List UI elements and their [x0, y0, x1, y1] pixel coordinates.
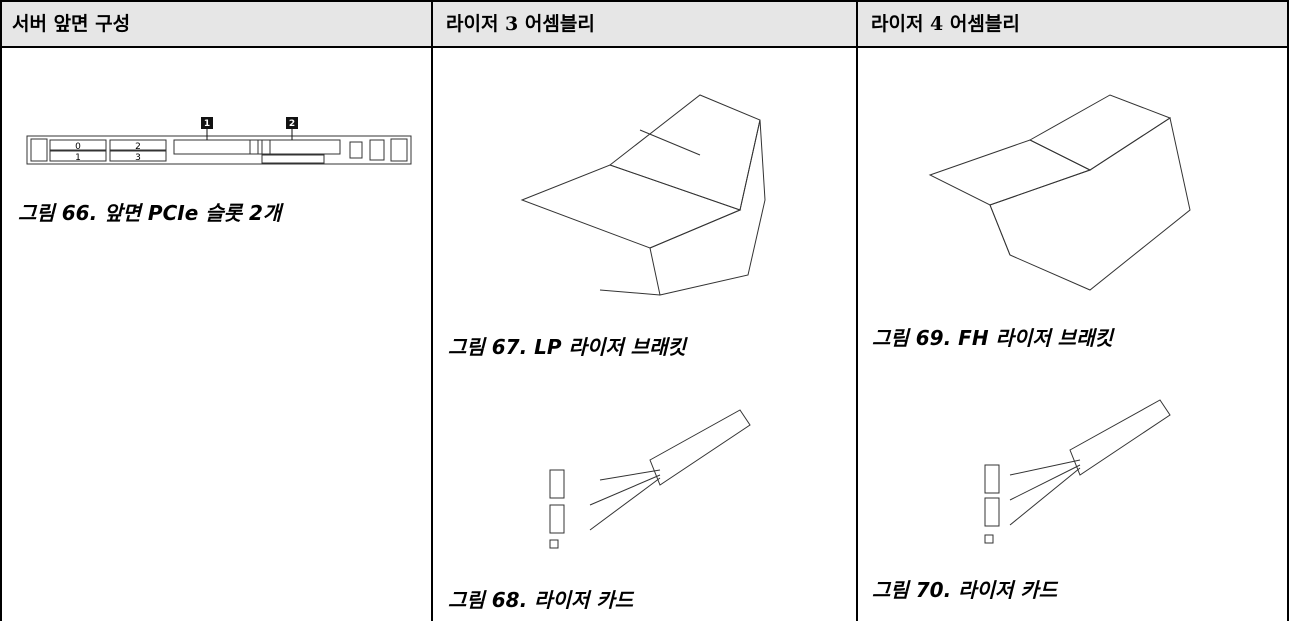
- riser-card-illustration: [549, 409, 751, 549]
- figure-caption: 그림 68. 라이저 카드: [448, 588, 635, 612]
- callout: 2: [289, 119, 295, 129]
- bay-label: 1: [75, 153, 81, 163]
- figure-caption: 그림 70. 라이저 카드: [872, 578, 1059, 602]
- header-bg: [0, 0, 1289, 47]
- riser-bracket-illustration: [928, 94, 1191, 291]
- callout: 1: [204, 119, 210, 129]
- header-cell: 라이저 3 어셈블리: [446, 13, 595, 35]
- server-front-illustration: [26, 135, 412, 165]
- figure-caption: 그림 67. LP 라이저 브래킷: [448, 335, 688, 359]
- bay-label: 0: [75, 142, 81, 152]
- figure-caption: 그림 69. FH 라이저 브래킷: [872, 326, 1115, 350]
- header-cell: 서버 앞면 구성: [12, 13, 130, 35]
- bay-label: 2: [135, 142, 141, 152]
- header-cell: 라이저 4 어셈블리: [871, 13, 1020, 35]
- callout-box: [286, 117, 298, 129]
- callout-box: [201, 117, 213, 129]
- figure-caption: 그림 66. 앞면 PCIe 슬롯 2개: [18, 201, 284, 225]
- bay-label: 3: [135, 153, 141, 163]
- riser-card-illustration: [984, 399, 1171, 544]
- riser-bracket-illustration: [520, 94, 766, 296]
